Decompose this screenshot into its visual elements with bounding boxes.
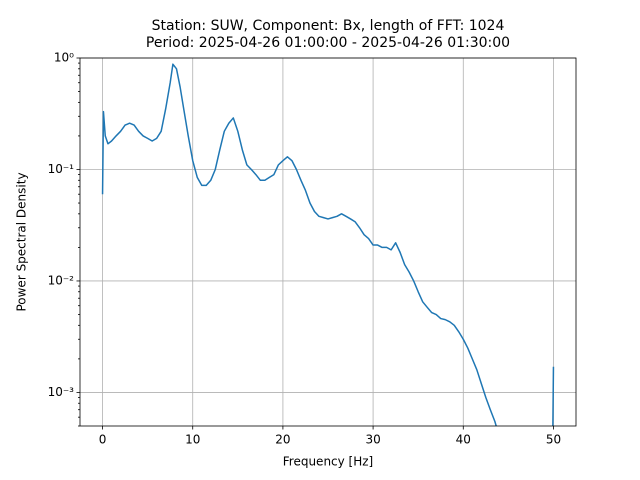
x-tick-label: 40 [456, 433, 471, 447]
chart-title: Station: SUW, Component: Bx, length of F… [152, 18, 505, 34]
y-tick-label: 10⁰ [54, 51, 74, 65]
y-axis-label: Power Spectral Density [15, 172, 29, 311]
x-axis-label: Frequency [Hz] [283, 455, 374, 469]
plot-area [101, 63, 555, 426]
y-tick-label: 10⁻² [48, 273, 75, 287]
y-tick-label: 10⁻³ [48, 385, 75, 399]
x-tick-label: 0 [99, 433, 107, 447]
ticks: 0 10 20 30 40 50 10⁻³ 10⁻² 10⁻¹ 10⁰ [48, 51, 562, 447]
x-tick-label: 50 [546, 433, 561, 447]
x-tick-label: 20 [275, 433, 290, 447]
x-tick-label: 30 [365, 433, 380, 447]
chart-subtitle: Period: 2025-04-26 01:00:00 - 2025-04-26… [146, 35, 510, 51]
psd-line [101, 63, 555, 426]
y-tick-label: 10⁻¹ [48, 162, 75, 176]
axes-frame [79, 57, 577, 427]
x-tick-label: 10 [185, 433, 200, 447]
